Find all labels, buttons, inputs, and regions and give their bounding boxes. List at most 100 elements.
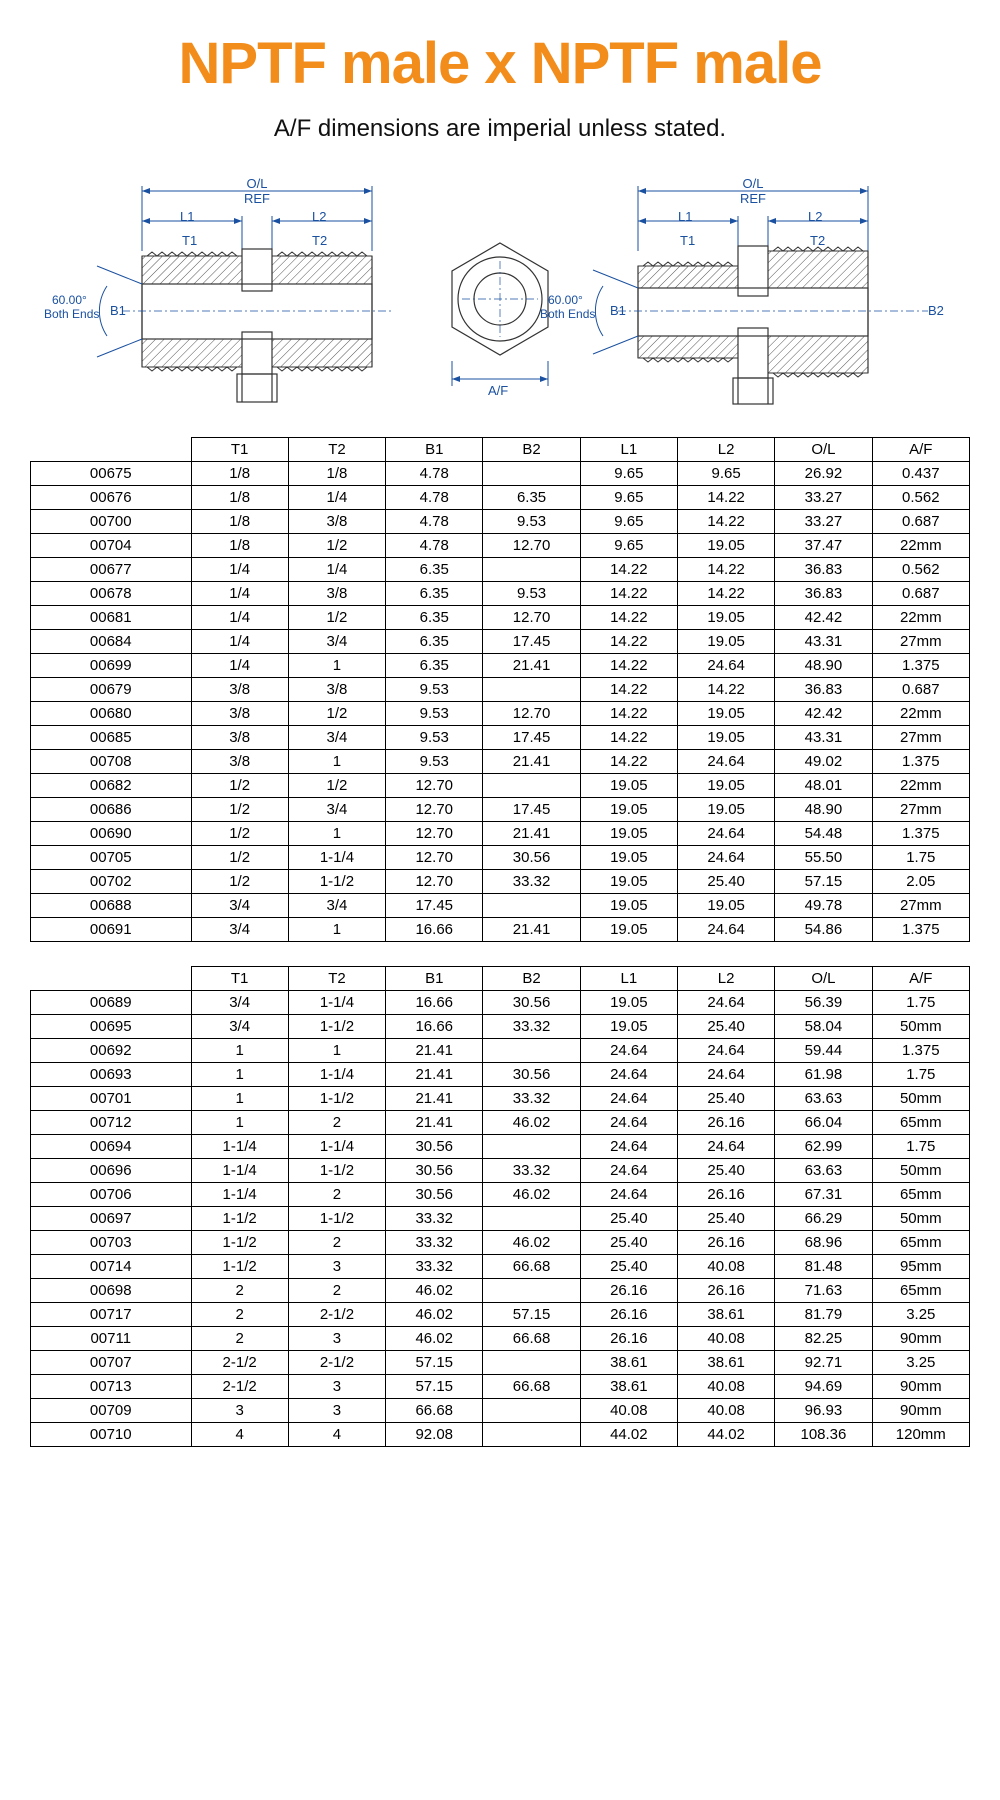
cell-value: 40.08 <box>677 1327 774 1351</box>
table-row: 007021/21-1/212.7033.3219.0525.4057.152.… <box>31 870 970 894</box>
table-row: 006982246.0226.1626.1671.6365mm <box>31 1279 970 1303</box>
cell-value: 14.22 <box>677 582 774 606</box>
cell-value: 9.65 <box>580 486 677 510</box>
cell-value: 1/2 <box>191 846 288 870</box>
dimensions-table-2: T1T2B1B2L1L2O/LA/F006893/41-1/416.6630.5… <box>30 966 970 1447</box>
table-row: 006793/83/89.5314.2214.2236.830.687 <box>31 678 970 702</box>
cell-value: 1-1/2 <box>191 1255 288 1279</box>
cell-value: 14.22 <box>580 606 677 630</box>
cell-value: 3/8 <box>288 678 385 702</box>
cell-value: 24.64 <box>580 1159 677 1183</box>
header-l1: L1 <box>580 438 677 462</box>
cell-value: 1 <box>288 750 385 774</box>
cell-value: 1/8 <box>191 510 288 534</box>
cell-value: 33.32 <box>483 1087 580 1111</box>
table-row: 006771/41/46.3514.2214.2236.830.562 <box>31 558 970 582</box>
cell-value: 1-1/4 <box>191 1183 288 1207</box>
label-angle: 60.00° <box>52 293 87 307</box>
cell-value: 9.53 <box>386 678 483 702</box>
cell-value: 1/4 <box>288 558 385 582</box>
cell-value: 0.687 <box>872 678 969 702</box>
cell-value: 22mm <box>872 774 969 798</box>
cell-value <box>483 1351 580 1375</box>
cell-value: 1-1/2 <box>288 870 385 894</box>
cell-value: 21.41 <box>386 1087 483 1111</box>
diagram-front: A/F <box>430 171 570 411</box>
cell-value: 26.92 <box>775 462 872 486</box>
cell-value: 1/2 <box>288 606 385 630</box>
cell-value: 3/8 <box>191 678 288 702</box>
cell-value: 1-1/4 <box>191 1159 288 1183</box>
cell-value <box>483 774 580 798</box>
cell-value <box>483 558 580 582</box>
cell-value: 27mm <box>872 726 969 750</box>
cell-value: 50mm <box>872 1015 969 1039</box>
cell-value: 21.41 <box>483 750 580 774</box>
cell-value: 14.22 <box>580 678 677 702</box>
cell-value: 1/2 <box>288 702 385 726</box>
cell-code: 00698 <box>31 1279 192 1303</box>
cell-value: 48.90 <box>775 798 872 822</box>
label-b1-r: B1 <box>610 303 626 318</box>
cell-value: 57.15 <box>386 1375 483 1399</box>
cell-value: 94.69 <box>775 1375 872 1399</box>
cell-value: 14.22 <box>580 558 677 582</box>
cell-code: 00679 <box>31 678 192 702</box>
cell-value: 38.61 <box>677 1303 774 1327</box>
table-row: 006913/4116.6621.4119.0524.6454.861.375 <box>31 918 970 942</box>
cell-value: 12.70 <box>386 774 483 798</box>
cell-value: 26.16 <box>580 1327 677 1351</box>
label-af: A/F <box>488 383 508 398</box>
header-t1: T1 <box>191 967 288 991</box>
table-row: 007061-1/4230.5646.0224.6426.1667.3165mm <box>31 1183 970 1207</box>
cell-value: 48.01 <box>775 774 872 798</box>
cell-value: 4.78 <box>386 510 483 534</box>
cell-code: 00713 <box>31 1375 192 1399</box>
cell-value: 19.05 <box>580 894 677 918</box>
cell-value: 2 <box>288 1279 385 1303</box>
label-l2-r: L2 <box>808 209 822 224</box>
cell-value: 38.61 <box>580 1351 677 1375</box>
cell-value: 90mm <box>872 1327 969 1351</box>
cell-value: 50mm <box>872 1207 969 1231</box>
cell-value: 1/8 <box>288 462 385 486</box>
cell-value: 44.02 <box>580 1423 677 1447</box>
label-b2: B2 <box>928 303 944 318</box>
cell-value: 1/4 <box>191 582 288 606</box>
cell-value: 58.04 <box>775 1015 872 1039</box>
cell-value: 40.08 <box>580 1399 677 1423</box>
header-t1: T1 <box>191 438 288 462</box>
cell-value: 50mm <box>872 1159 969 1183</box>
cell-code: 00700 <box>31 510 192 534</box>
cell-value: 14.22 <box>580 726 677 750</box>
table-row: 006921121.4124.6424.6459.441.375 <box>31 1039 970 1063</box>
cell-value: 24.64 <box>677 1063 774 1087</box>
label-t1-r: T1 <box>680 233 695 248</box>
cell-code: 00709 <box>31 1399 192 1423</box>
cell-value: 36.83 <box>775 558 872 582</box>
cell-value <box>483 678 580 702</box>
label-b1: B1 <box>110 303 126 318</box>
cell-value: 19.05 <box>580 918 677 942</box>
diagram-side-right: O/L REF L1 L2 T1 T2 B1 B2 60.00° Both En… <box>588 171 948 411</box>
cell-value: 19.05 <box>677 534 774 558</box>
header-b1: B1 <box>386 967 483 991</box>
cell-value: 1 <box>288 918 385 942</box>
table-row: 006901/2112.7021.4119.0524.6454.481.375 <box>31 822 970 846</box>
cell-code: 00697 <box>31 1207 192 1231</box>
cell-value: 9.65 <box>580 534 677 558</box>
cell-value: 24.64 <box>677 822 774 846</box>
cell-value: 40.08 <box>677 1399 774 1423</box>
cell-value: 30.56 <box>386 1135 483 1159</box>
cell-value: 37.47 <box>775 534 872 558</box>
cell-value: 43.31 <box>775 630 872 654</box>
cell-value: 1 <box>288 654 385 678</box>
header-l2: L2 <box>677 438 774 462</box>
cell-value: 19.05 <box>580 846 677 870</box>
table-row: 006781/43/86.359.5314.2214.2236.830.687 <box>31 582 970 606</box>
cell-value <box>483 894 580 918</box>
cell-value: 48.90 <box>775 654 872 678</box>
cell-code: 00676 <box>31 486 192 510</box>
cell-value: 26.16 <box>677 1279 774 1303</box>
table-row: 007072-1/22-1/257.1538.6138.6192.713.25 <box>31 1351 970 1375</box>
